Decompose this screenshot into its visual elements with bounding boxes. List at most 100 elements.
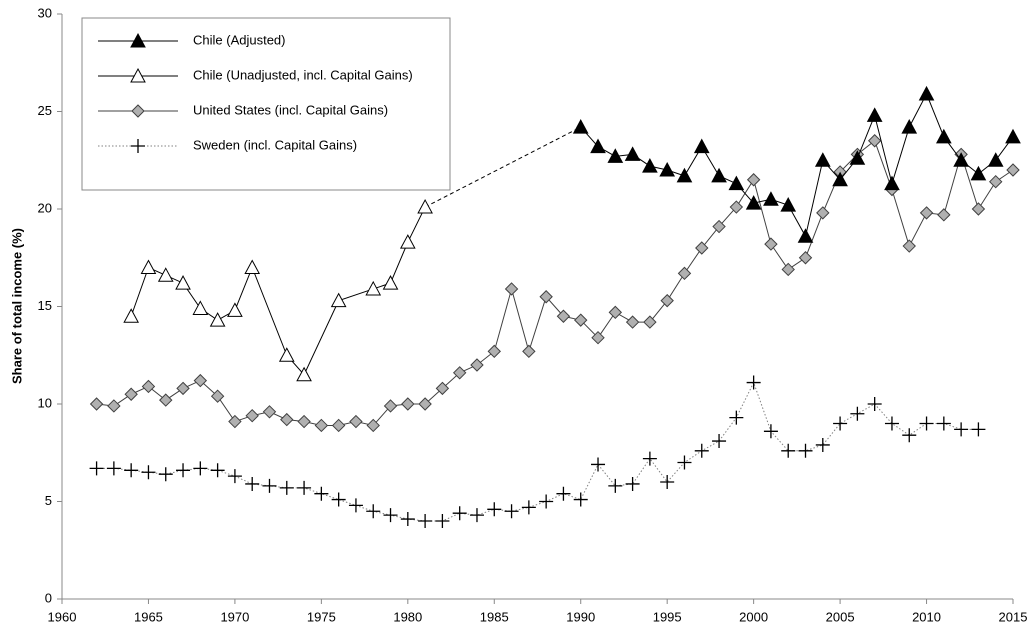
marker (643, 315, 657, 329)
y-tick-label: 30 (38, 5, 52, 20)
marker (745, 195, 762, 210)
marker (763, 424, 778, 439)
marker (987, 152, 1004, 167)
marker (418, 514, 433, 528)
marker (159, 393, 173, 407)
marker (435, 381, 450, 396)
marker (504, 504, 519, 519)
marker (227, 469, 242, 484)
x-tick-label: 1980 (393, 609, 422, 624)
series-connector (424, 126, 581, 208)
marker (607, 148, 624, 163)
marker (123, 308, 140, 323)
legend-label: Sweden (incl. Capital Gains) (193, 137, 357, 152)
marker (866, 107, 883, 122)
marker (401, 397, 415, 411)
marker (140, 259, 157, 274)
marker (365, 280, 382, 296)
marker (124, 463, 139, 478)
marker (642, 158, 658, 173)
marker (210, 463, 225, 478)
marker (712, 219, 726, 234)
marker (798, 251, 813, 265)
y-tick-label: 0 (45, 590, 52, 605)
marker (797, 228, 814, 243)
marker (937, 208, 951, 222)
y-tick-label: 10 (38, 395, 52, 410)
marker (625, 476, 640, 491)
marker (158, 467, 173, 482)
marker (89, 397, 104, 411)
legend-label: Chile (Adjusted) (193, 32, 286, 47)
marker (227, 302, 243, 317)
marker (693, 138, 710, 154)
marker (556, 309, 571, 323)
marker (400, 512, 415, 527)
marker (677, 266, 692, 281)
marker (280, 412, 294, 427)
marker (297, 414, 311, 429)
marker (695, 241, 709, 255)
marker (591, 330, 605, 345)
marker (556, 486, 571, 501)
marker (729, 410, 744, 425)
marker (157, 267, 174, 282)
marker (729, 200, 744, 214)
marker (780, 197, 797, 212)
marker (245, 476, 260, 491)
y-tick-label: 25 (38, 103, 52, 118)
marker (1005, 128, 1021, 144)
marker (314, 418, 329, 433)
marker (1006, 163, 1020, 177)
marker (521, 500, 536, 515)
marker (297, 480, 312, 495)
marker (591, 457, 606, 472)
marker (867, 134, 882, 148)
marker (660, 475, 675, 489)
marker (624, 146, 641, 161)
marker (89, 461, 104, 476)
x-tick-label: 1985 (480, 609, 509, 624)
marker (539, 290, 553, 304)
marker (331, 418, 346, 433)
marker (660, 293, 674, 308)
marker (470, 358, 484, 372)
marker (399, 234, 416, 249)
marker (366, 504, 381, 519)
marker (918, 85, 935, 101)
marker (209, 312, 226, 327)
marker (608, 478, 623, 493)
legend-label: Chile (Unadjusted, incl. Capital Gains) (193, 67, 413, 82)
marker (814, 152, 831, 167)
marker (816, 206, 830, 220)
marker (348, 498, 363, 513)
marker (833, 416, 848, 431)
marker (763, 191, 779, 206)
marker (659, 161, 676, 177)
marker (590, 138, 606, 154)
marker (728, 175, 745, 191)
marker (676, 167, 693, 183)
marker (452, 366, 467, 380)
marker (278, 347, 295, 362)
marker (867, 397, 882, 411)
marker (244, 259, 261, 274)
marker (107, 399, 121, 413)
marker (953, 152, 969, 167)
marker (176, 463, 191, 478)
marker (815, 437, 830, 452)
x-tick-label: 1995 (653, 609, 682, 624)
y-tick-label: 15 (38, 298, 52, 313)
marker (849, 150, 866, 165)
legend-marker (131, 139, 145, 153)
marker (954, 422, 969, 437)
marker (901, 119, 918, 134)
marker (192, 300, 209, 315)
series-line (130, 206, 426, 376)
marker (989, 174, 1003, 189)
marker (522, 344, 536, 359)
marker (832, 171, 848, 187)
marker (330, 292, 347, 308)
marker (712, 434, 727, 449)
marker (677, 455, 692, 470)
